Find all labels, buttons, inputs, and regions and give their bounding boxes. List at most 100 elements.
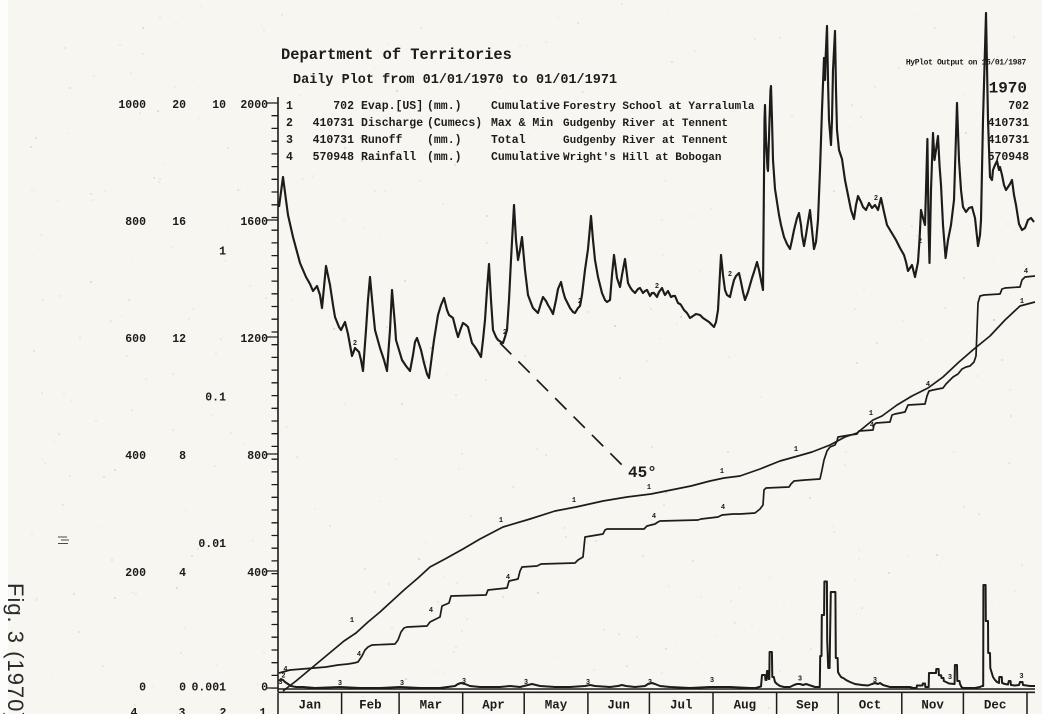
svg-text:3: 3 xyxy=(278,679,282,687)
svg-text:Evap.[US]: Evap.[US] xyxy=(361,100,423,113)
svg-text:1: 1 xyxy=(350,617,354,625)
svg-text:(mm.): (mm.) xyxy=(427,134,462,147)
svg-text:4: 4 xyxy=(926,381,930,389)
svg-text:(Cumecs): (Cumecs) xyxy=(427,117,482,130)
svg-text:3: 3 xyxy=(648,679,652,687)
svg-text:Cumulative: Cumulative xyxy=(491,151,560,164)
svg-text:0.01: 0.01 xyxy=(198,538,226,551)
svg-text:Nov: Nov xyxy=(921,699,944,713)
svg-text:2: 2 xyxy=(655,283,659,291)
svg-text:2: 2 xyxy=(918,238,922,246)
svg-text:Feb: Feb xyxy=(359,699,382,713)
svg-text:45°: 45° xyxy=(628,464,657,482)
svg-text:Total: Total xyxy=(491,134,526,147)
svg-text:1: 1 xyxy=(794,446,798,454)
svg-text:400: 400 xyxy=(247,567,268,580)
svg-text:1: 1 xyxy=(1020,298,1024,306)
svg-text:600: 600 xyxy=(125,333,146,346)
svg-text:Dec: Dec xyxy=(984,699,1007,713)
svg-text:HyPlot Output on 15/01/1987: HyPlot Output on 15/01/1987 xyxy=(906,59,1027,68)
svg-text:Jan: Jan xyxy=(299,699,322,713)
svg-text:702: 702 xyxy=(1008,100,1029,113)
svg-text:2: 2 xyxy=(286,117,293,130)
svg-text:Runoff: Runoff xyxy=(361,134,403,147)
svg-text:4: 4 xyxy=(870,422,874,430)
svg-text:200: 200 xyxy=(125,567,146,580)
svg-text:4: 4 xyxy=(179,567,186,580)
svg-text:2: 2 xyxy=(578,298,582,306)
svg-text:3: 3 xyxy=(179,707,186,714)
svg-text:3: 3 xyxy=(462,678,466,686)
svg-text:Jul: Jul xyxy=(670,699,693,713)
svg-text:0: 0 xyxy=(139,682,146,695)
svg-text:Rainfall: Rainfall xyxy=(361,151,416,164)
svg-text:1: 1 xyxy=(499,517,503,525)
svg-text:Discharge: Discharge xyxy=(361,117,423,130)
svg-text:Oct: Oct xyxy=(859,699,882,713)
svg-text:0: 0 xyxy=(261,682,268,695)
svg-text:800: 800 xyxy=(125,216,146,229)
svg-text:1970: 1970 xyxy=(989,80,1027,98)
svg-text:2000: 2000 xyxy=(240,99,268,112)
svg-text:2: 2 xyxy=(220,707,227,714)
svg-text:Max & Min: Max & Min xyxy=(491,117,553,130)
svg-text:4: 4 xyxy=(506,574,510,582)
svg-text:4: 4 xyxy=(652,513,656,521)
svg-text:Gudgenby River at Tennent: Gudgenby River at Tennent xyxy=(563,135,728,147)
svg-text:3: 3 xyxy=(710,677,714,685)
svg-text:400: 400 xyxy=(125,450,146,463)
svg-text:0: 0 xyxy=(179,682,186,695)
svg-text:20: 20 xyxy=(172,99,186,112)
svg-text:2: 2 xyxy=(281,673,285,681)
svg-text:4: 4 xyxy=(286,151,293,164)
svg-text:Gudgenby River at Tennent: Gudgenby River at Tennent xyxy=(563,118,728,130)
svg-text:May: May xyxy=(545,699,568,713)
svg-text:0.1: 0.1 xyxy=(205,392,226,405)
svg-text:1: 1 xyxy=(286,100,293,113)
svg-text:3: 3 xyxy=(586,679,590,687)
svg-text:Cumulative: Cumulative xyxy=(491,100,560,113)
svg-text:Mar: Mar xyxy=(420,699,443,713)
svg-text:410731: 410731 xyxy=(313,117,355,130)
svg-text:Apr: Apr xyxy=(482,699,505,713)
svg-text:Jun: Jun xyxy=(607,699,630,713)
svg-text:4: 4 xyxy=(283,666,287,674)
svg-text:Wright's Hill at Bobogan: Wright's Hill at Bobogan xyxy=(563,152,721,164)
svg-text:1: 1 xyxy=(720,468,724,476)
svg-text:1000: 1000 xyxy=(118,99,146,112)
svg-text:4: 4 xyxy=(357,651,361,659)
svg-text:2: 2 xyxy=(503,329,507,337)
svg-text:2: 2 xyxy=(353,340,357,348)
svg-text:1600: 1600 xyxy=(240,216,268,229)
svg-text:3: 3 xyxy=(338,680,342,688)
svg-text:4: 4 xyxy=(1024,268,1028,276)
svg-text:Aug: Aug xyxy=(734,699,757,713)
svg-text:4: 4 xyxy=(721,504,725,512)
svg-text:3: 3 xyxy=(524,679,528,687)
svg-text:(mm.): (mm.) xyxy=(427,151,462,164)
svg-text:1: 1 xyxy=(647,484,651,492)
svg-text:1: 1 xyxy=(219,245,226,258)
svg-text:8: 8 xyxy=(179,450,186,463)
svg-text:10: 10 xyxy=(212,99,226,112)
svg-text:1: 1 xyxy=(869,410,873,418)
svg-text:3: 3 xyxy=(286,134,293,147)
svg-text:410731: 410731 xyxy=(988,117,1030,130)
svg-text:1: 1 xyxy=(260,707,267,714)
svg-text:4: 4 xyxy=(429,607,433,615)
svg-text:1200: 1200 xyxy=(240,333,268,346)
svg-text:4: 4 xyxy=(131,707,138,714)
svg-text:3: 3 xyxy=(798,676,802,684)
svg-text:Forestry School at Yarralumla: Forestry School at Yarralumla xyxy=(563,101,755,113)
svg-text:Sep: Sep xyxy=(796,699,819,713)
svg-text:Department of Territories: Department of Territories xyxy=(281,46,512,64)
svg-text:Daily Plot from 01/01/1970 to: Daily Plot from 01/01/1970 to 01/01/1971 xyxy=(293,73,617,88)
svg-text:0.001: 0.001 xyxy=(191,682,226,695)
svg-text:3: 3 xyxy=(400,680,404,688)
svg-text:570948: 570948 xyxy=(313,151,355,164)
svg-text:800: 800 xyxy=(247,450,268,463)
svg-text:1: 1 xyxy=(572,497,576,505)
svg-text:3: 3 xyxy=(1019,673,1023,681)
svg-text:702: 702 xyxy=(333,100,354,113)
svg-text:2: 2 xyxy=(874,195,878,203)
